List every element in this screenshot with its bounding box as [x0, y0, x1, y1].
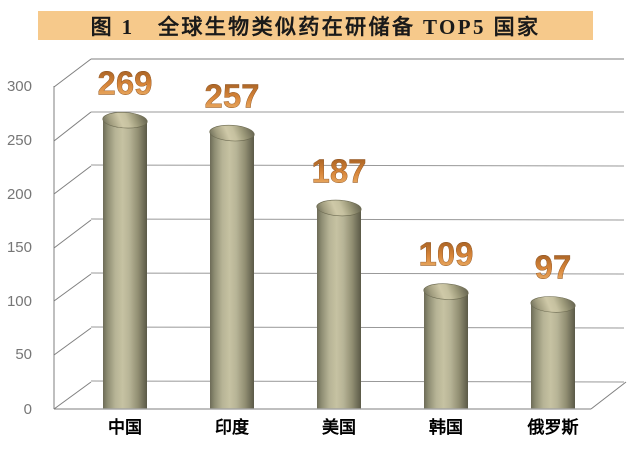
svg-text:300: 300 [7, 78, 32, 95]
svg-text:美国: 美国 [322, 417, 356, 437]
svg-text:韩国: 韩国 [429, 417, 463, 437]
svg-text:200: 200 [7, 186, 32, 203]
svg-text:俄罗斯: 俄罗斯 [527, 417, 579, 437]
svg-text:中国: 中国 [108, 417, 142, 437]
svg-text:0: 0 [24, 401, 32, 418]
svg-text:257: 257 [204, 78, 259, 115]
svg-text:269: 269 [97, 65, 152, 102]
svg-text:97: 97 [535, 249, 572, 286]
svg-text:100: 100 [7, 293, 32, 310]
svg-text:150: 150 [7, 239, 32, 256]
svg-text:50: 50 [15, 346, 32, 363]
svg-text:250: 250 [7, 132, 32, 149]
svg-text:187: 187 [311, 153, 366, 190]
svg-text:109: 109 [418, 236, 473, 273]
svg-text:印度: 印度 [215, 417, 250, 437]
